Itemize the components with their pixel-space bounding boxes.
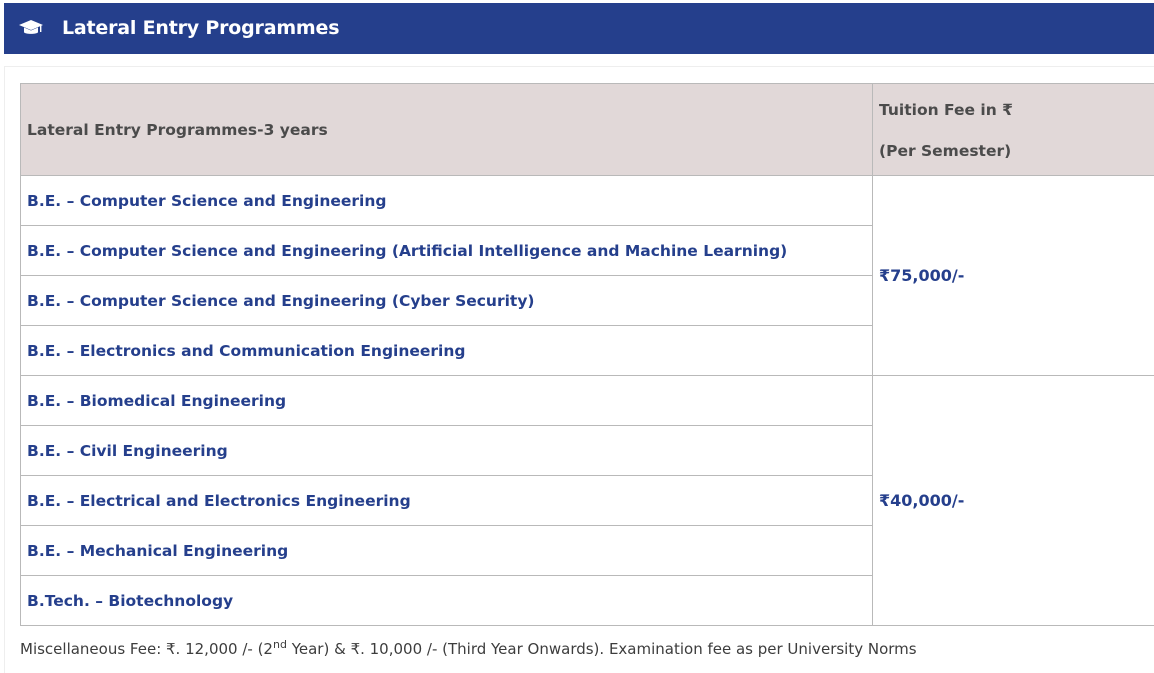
table-row: B.E. – Computer Science and Engineering … xyxy=(20,225,1154,276)
programme-cell: B.E. – Mechanical Engineering xyxy=(20,525,873,576)
programme-cell: B.Tech. – Biotechnology xyxy=(20,575,873,626)
table-row: B.E. – Electrical and Electronics Engine… xyxy=(20,475,1154,526)
programme-cell: B.E. – Computer Science and Engineering … xyxy=(20,275,873,326)
section-header: Lateral Entry Programmes xyxy=(4,3,1154,54)
fee-column-header: Tuition Fee in ₹ (Per Semester) xyxy=(872,83,1154,176)
miscellaneous-fee-note: Miscellaneous Fee: ₹. 12,000 /- (2nd Yea… xyxy=(20,638,917,658)
programme-cell: B.E. – Biomedical Engineering xyxy=(20,375,873,426)
fee-cell: ₹40,000/- xyxy=(872,375,1154,626)
programme-cell: B.E. – Civil Engineering xyxy=(20,425,873,476)
fee-header-line1: Tuition Fee in ₹ xyxy=(879,100,1013,119)
table-row: B.E. – Biomedical Engineering ₹40,000/- xyxy=(20,375,1154,626)
programme-column-header: Lateral Entry Programmes-3 years xyxy=(20,83,873,176)
table-row: B.E. – Mechanical Engineering xyxy=(20,525,1154,576)
programme-cell: B.E. – Electronics and Communication Eng… xyxy=(20,325,873,376)
note-superscript: nd xyxy=(272,638,287,651)
fee-header-line2: (Per Semester) xyxy=(879,141,1012,160)
section-title: Lateral Entry Programmes xyxy=(62,17,340,39)
note-text-part1: Miscellaneous Fee: ₹. 12,000 /- (2 xyxy=(20,640,273,658)
note-text-part2: Year) & ₹. 10,000 /- (Third Year Onwards… xyxy=(286,640,917,658)
table-header-row: Lateral Entry Programmes-3 years Tuition… xyxy=(20,83,1154,176)
table-row: B.Tech. – Biotechnology xyxy=(20,575,1154,626)
fee-table: Lateral Entry Programmes-3 years Tuition… xyxy=(20,83,1154,626)
programme-cell: B.E. – Computer Science and Engineering … xyxy=(20,225,873,276)
graduation-cap-icon xyxy=(19,20,43,34)
table-row: B.E. – Computer Science and Engineering … xyxy=(20,275,1154,326)
programme-cell: B.E. – Computer Science and Engineering xyxy=(20,175,873,226)
programme-cell: B.E. – Electrical and Electronics Engine… xyxy=(20,475,873,526)
table-row: B.E. – Computer Science and Engineering … xyxy=(20,175,1154,376)
fee-cell: ₹75,000/- xyxy=(872,175,1154,376)
content-panel xyxy=(4,66,1154,673)
